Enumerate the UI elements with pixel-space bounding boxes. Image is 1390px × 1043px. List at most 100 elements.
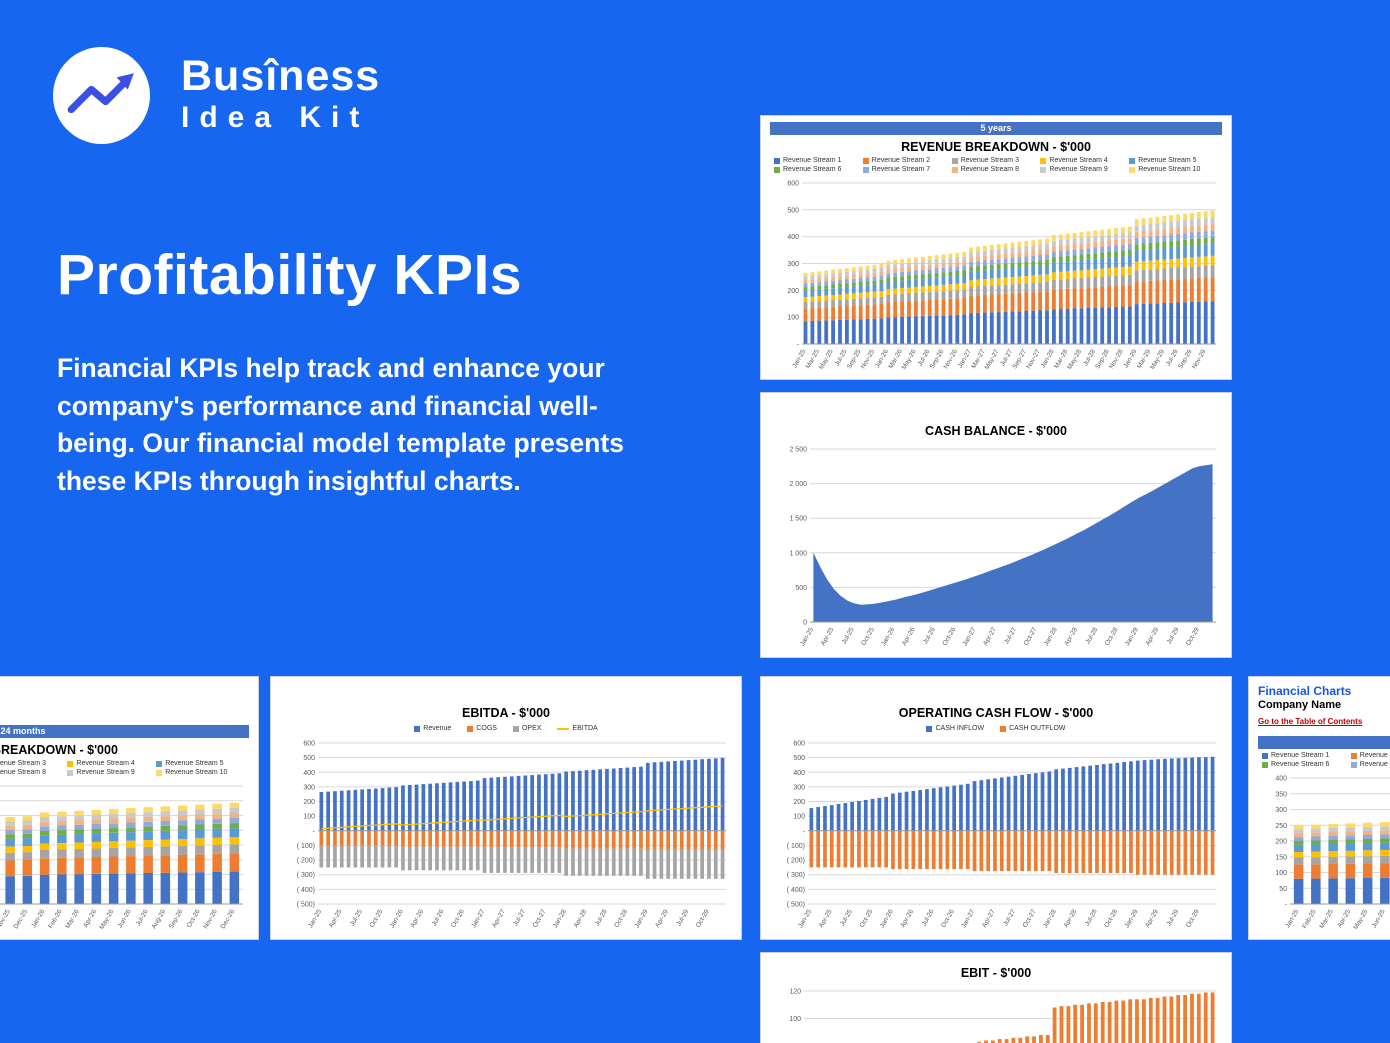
svg-text:2 500: 2 500 <box>789 447 807 454</box>
svg-text:Jul-26: Jul-26 <box>921 908 936 927</box>
chart-title: CASH BALANCE - $'000 <box>925 424 1067 438</box>
legend-swatch <box>862 166 869 173</box>
financial-charts-label: Financial Charts <box>1258 684 1352 698</box>
svg-text:Apr-26: Apr-26 <box>82 908 98 929</box>
legend-item: COGS <box>467 725 497 732</box>
svg-text:300: 300 <box>1275 807 1287 814</box>
legend-item: Revenue Stream 1 <box>774 157 863 164</box>
svg-text:100: 100 <box>787 315 799 322</box>
legend-swatch <box>951 157 958 164</box>
svg-text:250: 250 <box>1275 823 1287 830</box>
svg-text:( 300): ( 300) <box>297 872 315 879</box>
svg-text:Oct-27: Oct-27 <box>532 908 548 929</box>
legend-swatch <box>557 727 570 730</box>
svg-text:200: 200 <box>793 799 805 806</box>
legend-swatch <box>67 760 74 767</box>
svg-text:100: 100 <box>793 814 805 821</box>
svg-text:Jan-28: Jan-28 <box>1043 626 1059 647</box>
svg-text:Oct-28: Oct-28 <box>1103 908 1119 929</box>
legend-swatch <box>1350 761 1357 768</box>
svg-text:Apr-25: Apr-25 <box>818 908 834 929</box>
legend-item: CASH INFLOW <box>926 725 984 732</box>
svg-text:May-28: May-28 <box>1066 348 1083 371</box>
svg-text:Jul-29: Jul-29 <box>675 908 690 927</box>
brand-name: Busîness <box>181 52 381 100</box>
svg-text:Jul-28: Jul-28 <box>1084 908 1099 927</box>
svg-text:-: - <box>803 828 806 835</box>
svg-text:Jan-28: Jan-28 <box>552 908 568 929</box>
svg-text:-: - <box>797 342 800 349</box>
legend-swatch <box>67 769 74 776</box>
svg-text:Feb-26: Feb-26 <box>47 908 64 930</box>
chart-legend: CASH INFLOW CASH OUTFLOW <box>768 725 1224 732</box>
svg-text:Oct-25: Oct-25 <box>860 626 876 647</box>
chart-card-operating-cash-flow: OPERATING CASH FLOW - $'000 CASH INFLOW C… <box>760 676 1232 940</box>
svg-text:100: 100 <box>303 814 315 821</box>
svg-text:400: 400 <box>303 770 315 777</box>
svg-text:May-25: May-25 <box>1352 908 1369 931</box>
legend-item: Revenue Stream 10 <box>1129 166 1218 173</box>
svg-text:Nov-26: Nov-26 <box>942 348 959 370</box>
svg-text:600: 600 <box>303 741 315 748</box>
brand-wordmark: Busîness Idea Kit <box>181 52 381 135</box>
svg-text:100: 100 <box>1275 870 1287 877</box>
svg-text:300: 300 <box>793 784 805 791</box>
svg-text:Jul-27: Jul-27 <box>1002 908 1017 927</box>
svg-text:Apr-27: Apr-27 <box>491 908 507 929</box>
svg-text:Aug-26: Aug-26 <box>151 908 168 930</box>
chart-card-ebitda: EBITDA - $'000 Revenue COGS OPEX EBITDA 600… <box>270 676 742 940</box>
svg-text:Feb-25: Feb-25 <box>1301 908 1318 930</box>
svg-text:Nov-27: Nov-27 <box>1025 348 1042 370</box>
chart-card-revenue-breakdown-24m: 24 months REVENUE BREAKDOWN - $'000 Reve… <box>0 676 259 940</box>
svg-text:Nov-29: Nov-29 <box>1191 348 1208 370</box>
svg-text:Apr-26: Apr-26 <box>409 908 425 929</box>
svg-text:( 200): ( 200) <box>297 858 315 865</box>
chart-title: EBIT - $'000 <box>960 966 1032 980</box>
svg-text:Jan-29: Jan-29 <box>1124 626 1140 647</box>
legend-swatch <box>1129 166 1136 173</box>
svg-text:Apr-27: Apr-27 <box>981 908 997 929</box>
chart-title: EBITDA - $'000 <box>462 706 550 720</box>
chart-card-ebit: EBIT - $'000 -20406080100120Jan-25Apr-25… <box>760 952 1232 1043</box>
chart-card-cash-balance: CASH BALANCE - $'000 0 500 1 000 1 500 2 000… <box>760 392 1232 658</box>
table-of-contents-link[interactable]: Go to the Table of Contents <box>1258 717 1363 726</box>
svg-text:Oct-26: Oct-26 <box>450 908 466 929</box>
mini-revenue-chart: - 50 100 150 200 250 300 350 400 Jan-25 Feb-25 Mar-… <box>1256 770 1390 934</box>
period-banner <box>1258 736 1390 749</box>
legend-item: Revenue Stream 4 <box>1040 157 1129 164</box>
legend-item: CASH OUTFLOW <box>1000 725 1066 732</box>
legend-item: Revenue Stream 9 <box>67 769 156 776</box>
legend-item: Revenue Stream 9 <box>1040 166 1129 173</box>
svg-text:Jan-25: Jan-25 <box>307 908 323 929</box>
legend-item: Revenue Stream 4 <box>67 760 156 767</box>
svg-text:May-29: May-29 <box>1149 348 1166 371</box>
legend-swatch <box>774 166 780 173</box>
svg-text:Oct-26: Oct-26 <box>186 908 202 929</box>
svg-text:Jan-27: Jan-27 <box>962 626 978 647</box>
svg-text:50: 50 <box>1279 886 1287 893</box>
svg-text:Jan-29: Jan-29 <box>634 908 650 929</box>
svg-text:Oct-29: Oct-29 <box>1185 908 1201 929</box>
svg-text:( 400): ( 400) <box>787 887 805 894</box>
legend-item: Revenue Stream 3 <box>951 157 1041 164</box>
legend-item: Revenue Stream 8 <box>0 769 46 776</box>
svg-text:Jan-26: Jan-26 <box>879 908 895 929</box>
svg-text:Oct-26: Oct-26 <box>940 908 956 929</box>
legend-item: Revenue <box>414 725 451 732</box>
svg-text:Apr-28: Apr-28 <box>1063 626 1079 647</box>
svg-text:Jan-27: Jan-27 <box>960 908 976 929</box>
svg-text:Jul-25: Jul-25 <box>841 626 856 645</box>
svg-text:May-25: May-25 <box>818 348 835 371</box>
legend-swatch <box>1040 157 1047 164</box>
svg-text:Apr-28: Apr-28 <box>573 908 589 929</box>
legend-swatch <box>1000 725 1007 732</box>
svg-text:Oct-25: Oct-25 <box>369 908 385 929</box>
svg-text:-: - <box>313 828 316 835</box>
legend-swatch <box>1262 761 1268 768</box>
svg-text:350: 350 <box>1275 791 1287 798</box>
svg-text:Jul-26: Jul-26 <box>922 626 937 645</box>
svg-text:Jul-25: Jul-25 <box>839 908 854 927</box>
svg-text:1 000: 1 000 <box>789 550 807 557</box>
